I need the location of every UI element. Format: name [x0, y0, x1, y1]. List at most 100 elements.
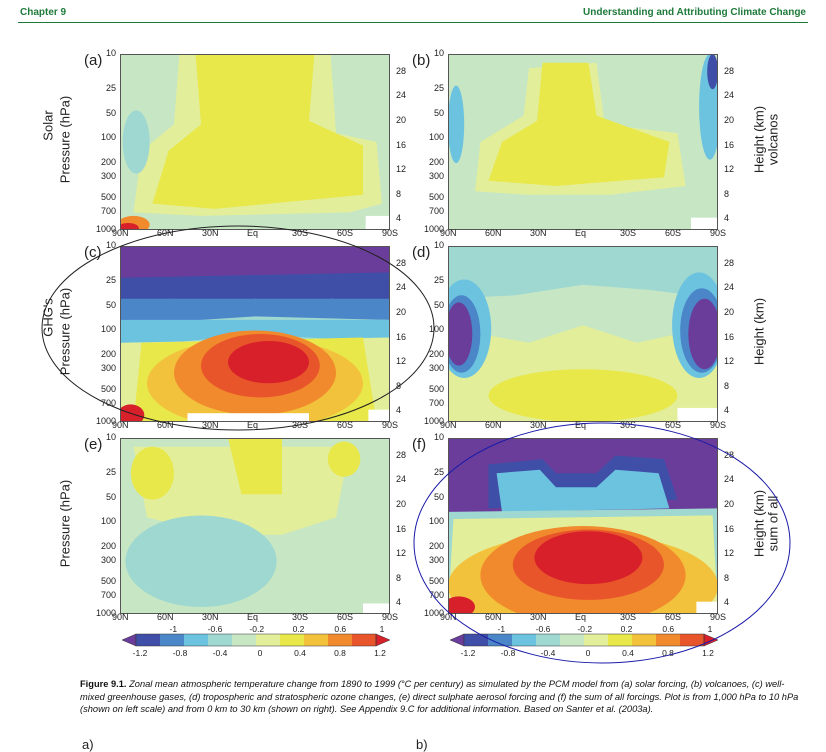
panel-title-right: sum of all [765, 495, 781, 552]
mask [691, 217, 718, 230]
latitude-tick: 30S [620, 612, 637, 622]
colorbar-top-label: 0.6 [662, 626, 674, 634]
colorbar-swatch [280, 634, 305, 646]
pressure-tick: 25 [433, 275, 444, 286]
field-teal [125, 515, 277, 607]
latitude-tick: Eq [247, 228, 259, 238]
contour-panel-c [120, 246, 390, 422]
colorbar-arrow-low [449, 633, 465, 647]
colorbar-bottom-label: -1.2 [133, 648, 148, 658]
pressure-tick: 10 [433, 240, 444, 250]
latitude-tick: 60N [157, 420, 174, 430]
panel-label-c: (c) [84, 244, 102, 261]
pressure-tick: 10 [105, 48, 116, 58]
pressure-tick: 700 [428, 590, 444, 601]
colorbar-swatch [352, 634, 377, 646]
field-yellow-left [130, 446, 174, 500]
panel-label-b: (b) [412, 52, 431, 69]
latitude-tick: 60S [665, 228, 682, 238]
colorbar-bottom-label: 1.2 [374, 648, 386, 658]
pressure-tick: 200 [100, 541, 116, 552]
height-tick: 28 [396, 65, 407, 76]
colorbar-swatch [632, 634, 657, 646]
latitude-tick: 30N [202, 228, 219, 238]
next-figure-label-b: b) [416, 737, 428, 752]
pressure-tick: 25 [105, 467, 116, 478]
left-axis-label: Pressure (hPa) [57, 95, 73, 184]
colorbar-swatch [536, 634, 561, 646]
latitude-tick: 60N [485, 612, 502, 622]
field-red [534, 531, 643, 585]
height-tick: 8 [724, 380, 730, 391]
height-tick: 24 [724, 90, 735, 101]
latitude-tick: 90N [112, 420, 129, 430]
field-cyan-left [448, 85, 465, 164]
mask [677, 407, 718, 422]
height-tick: 12 [724, 356, 735, 367]
pressure-tick: 10 [105, 432, 116, 442]
height-tick: 12 [396, 548, 407, 559]
pressure-tick: 500 [428, 384, 444, 395]
pressure-tick: 700 [428, 206, 444, 217]
colorbar-bottom-label: -0.8 [501, 648, 516, 658]
latitude-tick: 30S [620, 420, 637, 430]
height-tick: 16 [724, 523, 735, 534]
colorbar-arrow-high [375, 633, 391, 647]
contour-panel-a [120, 54, 390, 230]
colorbar-top-label: -1 [170, 626, 178, 634]
pressure-tick: 200 [100, 157, 116, 168]
colorbar-swatch [160, 634, 185, 646]
colorbar-top-label: -0.2 [577, 626, 592, 634]
height-tick: 28 [724, 257, 735, 268]
pressure-tick: 50 [105, 107, 116, 118]
colorbar-bottom-label: -0.8 [173, 648, 188, 658]
height-tick: 8 [396, 572, 402, 583]
pressure-tick: 700 [100, 590, 116, 601]
height-tick: 12 [724, 164, 735, 175]
field-yellow [488, 369, 678, 422]
colorbar-bottom-label: 0.4 [622, 648, 634, 658]
pressure-tick: 10 [433, 48, 444, 58]
colorbar-top-label: 0.2 [621, 626, 633, 634]
latitude-tick: 60S [665, 612, 682, 622]
latitude-tick: 90S [382, 420, 399, 430]
height-tick: 20 [396, 306, 407, 317]
latitude-tick: 90N [440, 228, 457, 238]
latitude-tick: 60N [485, 420, 502, 430]
colorbar-bottom-label: 0.8 [662, 648, 674, 658]
running-title: Understanding and Attributing Climate Ch… [583, 7, 806, 18]
pressure-tick: 25 [433, 467, 444, 478]
figure-caption: Figure 9.1. Zonal mean atmospheric tempe… [80, 678, 800, 716]
colorbar-swatch [560, 634, 585, 646]
colorbar-arrow-low [121, 633, 137, 647]
latitude-tick: 60S [337, 420, 354, 430]
colorbar-swatch [680, 634, 705, 646]
pressure-tick: 25 [105, 83, 116, 94]
contour-panel-f [448, 438, 718, 614]
colorbar-top-label: -0.6 [208, 626, 223, 634]
panel-label-d: (d) [412, 244, 431, 261]
latitude-tick: 30N [530, 228, 547, 238]
pressure-tick: 50 [433, 107, 444, 118]
latitude-tick: 60S [337, 228, 354, 238]
colorbar-top-label: -0.6 [536, 626, 551, 634]
height-tick: 16 [724, 139, 735, 150]
colorbar-swatch [584, 634, 609, 646]
colorbar-swatch [608, 634, 633, 646]
panel-label-a: (a) [84, 52, 103, 69]
colorbar-bottom-label: -1.2 [461, 648, 476, 658]
colorbar-bottom-label: 1.2 [702, 648, 714, 658]
caption-text: Zonal mean atmospheric temperature chang… [80, 679, 799, 714]
colorbar-swatch [328, 634, 353, 646]
pressure-tick: 500 [100, 192, 116, 203]
height-tick: 4 [396, 405, 402, 416]
latitude-tick: 90N [112, 612, 129, 622]
latitude-tick: 90S [382, 612, 399, 622]
pressure-tick: 25 [433, 83, 444, 94]
height-tick: 12 [396, 356, 407, 367]
contour-panel-b [448, 54, 718, 230]
height-tick: 4 [396, 597, 402, 608]
colorbar-swatch [512, 634, 537, 646]
latitude-tick: 90N [440, 612, 457, 622]
colorbar-swatch [232, 634, 257, 646]
